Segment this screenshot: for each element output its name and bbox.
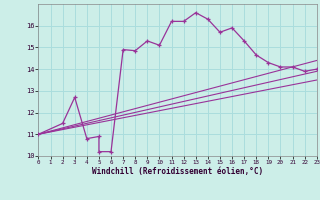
X-axis label: Windchill (Refroidissement éolien,°C): Windchill (Refroidissement éolien,°C) bbox=[92, 167, 263, 176]
